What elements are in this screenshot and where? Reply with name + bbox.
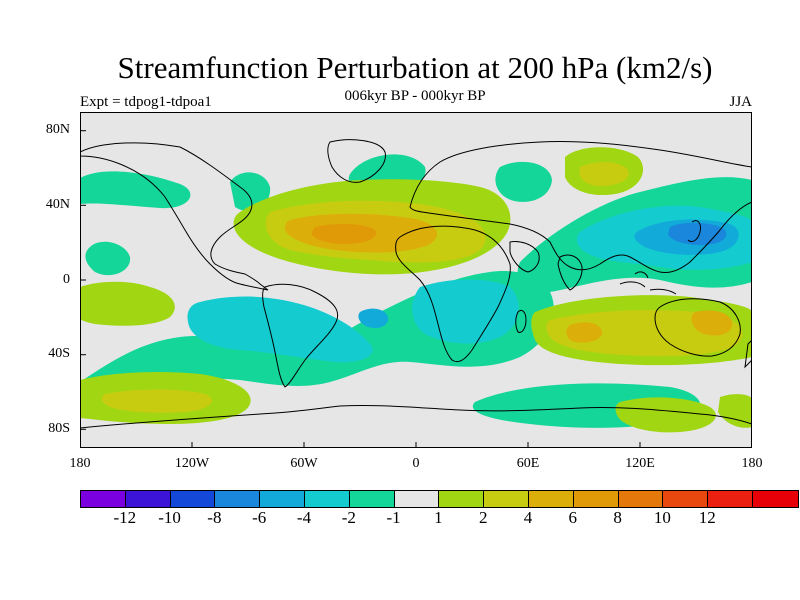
colorbar-cell-9 bbox=[484, 491, 529, 507]
colorbar-cell-6 bbox=[349, 491, 395, 507]
colorbar-tick-label: -12 bbox=[113, 508, 137, 527]
colorbar-cell-15 bbox=[752, 491, 798, 507]
streamfunction-map bbox=[80, 112, 752, 448]
colorbar-cell-2 bbox=[170, 491, 216, 507]
colorbar-tick-label: 6 bbox=[568, 508, 578, 527]
coast-africa bbox=[395, 225, 511, 363]
contour-neg-north-pacific bbox=[80, 171, 191, 209]
colorbar-tick-label: 1 bbox=[434, 508, 443, 527]
lon-label-120e: 120E bbox=[625, 456, 655, 471]
coast-new-zealand bbox=[744, 339, 752, 369]
lon-label-120w: 120W bbox=[174, 456, 210, 471]
season-label: JJA bbox=[729, 94, 752, 110]
contour-neg-siberia bbox=[495, 161, 552, 202]
contour-neg-south-inner bbox=[187, 296, 373, 363]
colorbar-tick-label: -6 bbox=[252, 508, 267, 527]
colorbar-tick-label: -4 bbox=[296, 508, 312, 527]
lon-label-180-left: 180 bbox=[69, 456, 91, 471]
lon-label-60w: 60W bbox=[290, 456, 318, 471]
coast-madagascar bbox=[515, 309, 527, 333]
contour-pos-australia-core1 bbox=[566, 322, 603, 343]
coast-australia bbox=[654, 298, 741, 357]
colorbar-tick-label: 12 bbox=[698, 508, 716, 527]
colorbar-tick-label: -8 bbox=[207, 508, 222, 527]
coast-japan bbox=[687, 220, 701, 243]
lon-label-0: 0 bbox=[412, 456, 420, 471]
lat-label-80n: 80N bbox=[45, 122, 70, 137]
coast-antarctica bbox=[80, 404, 752, 448]
contour-neg-east-pacific-small bbox=[85, 241, 131, 276]
colorbar-cell-0 bbox=[81, 491, 126, 507]
colorbar-cell-14 bbox=[708, 491, 753, 507]
chart-title: Streamfunction Perturbation at 200 hPa (… bbox=[117, 50, 713, 85]
lat-label-0: 0 bbox=[63, 272, 70, 287]
colorbar-tick-label: 2 bbox=[478, 508, 488, 527]
contour-neg-south-core bbox=[358, 308, 389, 328]
contour-pos-far-east-corner bbox=[718, 394, 752, 428]
lon-label-60e: 60E bbox=[516, 456, 540, 471]
colorbar bbox=[80, 490, 799, 508]
contour-pos-south-america bbox=[80, 281, 175, 326]
colorbar-tick-label: 10 bbox=[653, 508, 671, 527]
colorbar-cell-3 bbox=[215, 491, 261, 507]
lat-label-80s: 80S bbox=[48, 421, 70, 436]
coast-europe-asia bbox=[409, 140, 752, 273]
contour-pos-australia-core2 bbox=[691, 310, 733, 336]
colorbar-cell-10 bbox=[528, 491, 574, 507]
contour-pos-atlantic-center bbox=[311, 223, 376, 244]
chart-subtitle: 006kyr BP - 000kyr BP bbox=[344, 88, 486, 104]
colorbar-tick-label: -2 bbox=[341, 508, 356, 527]
colorbar-cell-5 bbox=[304, 491, 350, 507]
colorbar-cell-13 bbox=[663, 491, 709, 507]
experiment-label: Expt = tdpog1-tdpoa1 bbox=[80, 94, 212, 110]
colorbar-cell-7 bbox=[394, 491, 440, 507]
coast-north-america bbox=[80, 142, 269, 291]
colorbar-tick-label: 8 bbox=[613, 508, 622, 527]
colorbar-cell-4 bbox=[260, 491, 305, 507]
contour-neg-south-atlantic bbox=[412, 279, 519, 344]
coastlines bbox=[80, 139, 752, 448]
colorbar-cell-12 bbox=[618, 491, 664, 507]
coast-greenland bbox=[327, 139, 386, 183]
coast-south-america bbox=[262, 283, 339, 388]
colorbar-tick-label: 4 bbox=[523, 508, 533, 527]
contour-pos-siberia-core bbox=[579, 162, 629, 186]
coast-arabia-india bbox=[509, 241, 583, 291]
coast-indonesia bbox=[619, 271, 677, 295]
contour-pos-south-indian bbox=[615, 397, 716, 433]
colorbar-tick-label: -10 bbox=[158, 508, 181, 527]
lon-label-180-right: 180 bbox=[741, 456, 763, 471]
lat-label-40s: 40S bbox=[48, 346, 70, 361]
colorbar-tick-label: -1 bbox=[386, 508, 401, 527]
colorbar-cell-1 bbox=[125, 491, 171, 507]
colorbar-cell-8 bbox=[439, 491, 485, 507]
colorbar-cell-11 bbox=[573, 491, 619, 507]
contour-pos-south-pacific-core bbox=[101, 389, 213, 413]
lat-label-40n: 40N bbox=[45, 197, 70, 212]
map-ticks bbox=[80, 130, 641, 448]
